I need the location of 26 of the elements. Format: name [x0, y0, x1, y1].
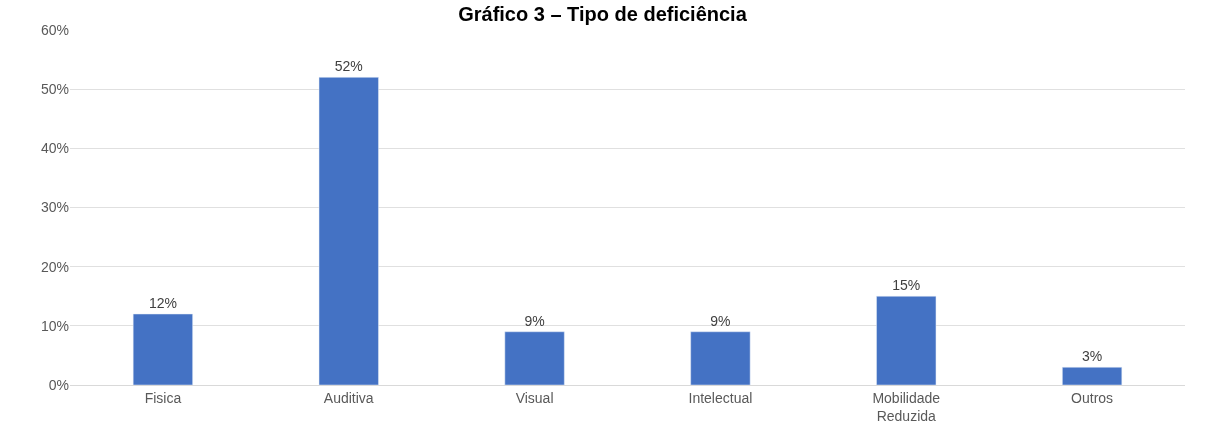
y-tick-label: 10% — [40, 317, 69, 334]
bar — [690, 331, 751, 385]
x-tick-label: Outros — [1071, 389, 1114, 406]
x-tick-label: Fisica — [144, 389, 182, 406]
chart-title: Gráfico 3 – Tipo de deficiência — [458, 2, 748, 25]
x-tick-label: Intelectual — [688, 389, 753, 406]
data-label: 15% — [892, 277, 921, 294]
bar — [318, 77, 379, 385]
data-label: 9% — [524, 312, 545, 329]
y-tick-label: 40% — [40, 140, 69, 157]
y-tick-label: 30% — [40, 199, 69, 216]
y-tick-label: 50% — [40, 81, 69, 98]
data-label: 12% — [148, 295, 177, 311]
data-label: 3% — [1081, 348, 1103, 365]
bar — [1062, 367, 1123, 385]
y-tick-label: 0% — [48, 376, 69, 393]
x-tick-label: Mobilidade Reduzida — [872, 389, 941, 424]
bar — [132, 313, 193, 385]
data-label: 9% — [710, 312, 731, 329]
x-tick-label: Auditiva — [323, 389, 374, 406]
y-tick-label: 60% — [40, 21, 69, 38]
y-tick-label: 20% — [40, 258, 69, 275]
data-label: 52% — [334, 58, 363, 75]
x-tick-label: Visual — [515, 389, 554, 406]
bar — [876, 296, 937, 385]
bar — [504, 331, 565, 385]
